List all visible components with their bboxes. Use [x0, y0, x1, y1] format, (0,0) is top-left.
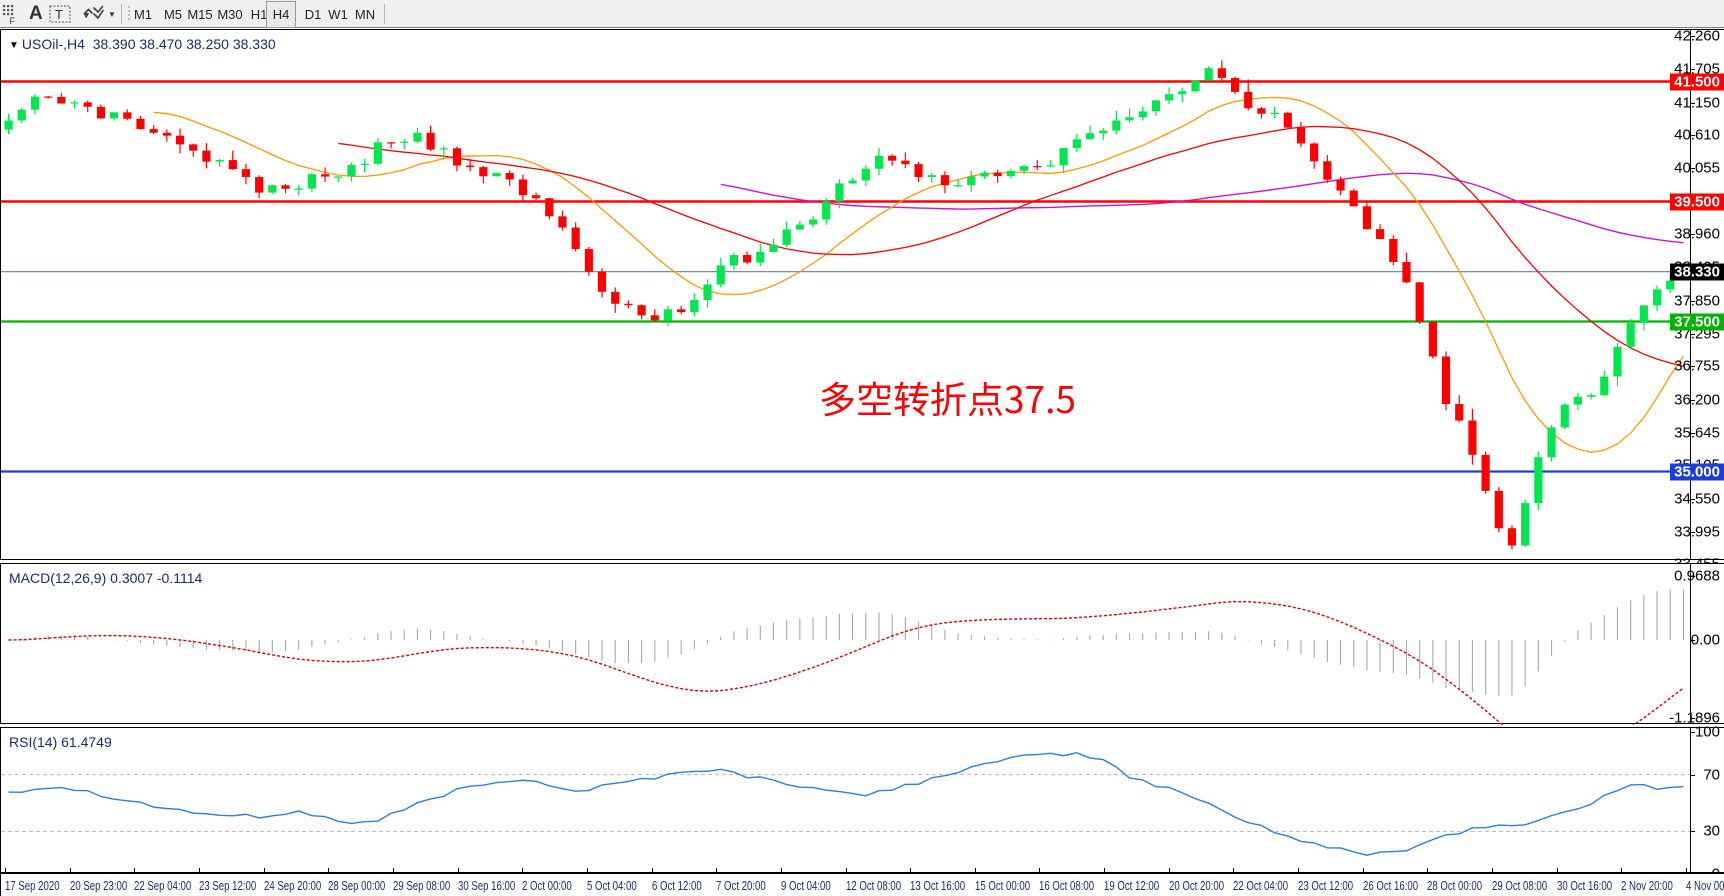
svg-text:F: F: [10, 16, 16, 25]
svg-text:T: T: [55, 7, 63, 22]
